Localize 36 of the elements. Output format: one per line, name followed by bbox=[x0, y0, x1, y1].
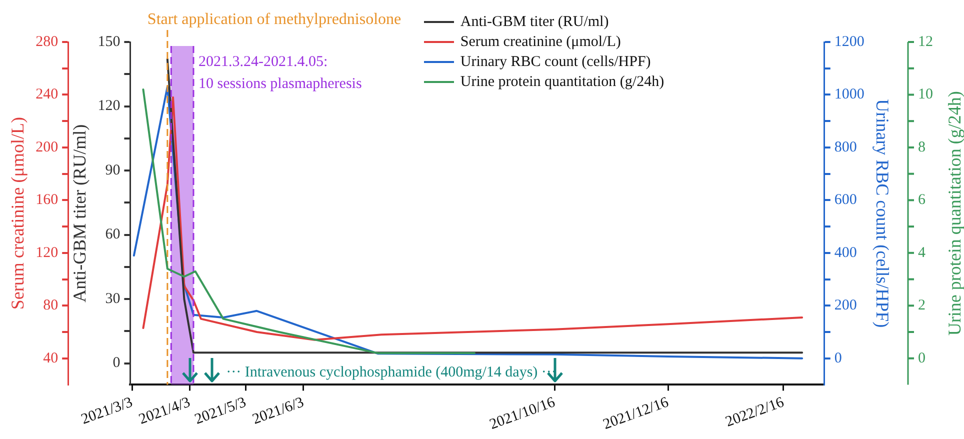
ref-line-label: Start application of methylprednisolone bbox=[147, 11, 402, 28]
y2-tick-label: 80 bbox=[43, 298, 58, 314]
y2-tick-label: 120 bbox=[36, 244, 58, 261]
y-tick-label: 90 bbox=[105, 162, 120, 178]
y3-tick-label: 600 bbox=[834, 192, 857, 208]
y-tick-label: 6 bbox=[918, 192, 926, 208]
y-tick-label: 8 bbox=[918, 139, 926, 156]
y-tick-label: 0 bbox=[112, 355, 120, 372]
y-tick-label: 30 bbox=[105, 290, 120, 307]
y2-axis-title: Serum creatinine (μmol/L) bbox=[8, 117, 28, 310]
y-tick-label: 150 bbox=[98, 34, 120, 50]
y-tick-label: 2 bbox=[918, 298, 926, 314]
y-tick-label: 12 bbox=[918, 34, 933, 50]
y3-tick-label: 1200 bbox=[834, 34, 864, 50]
band-label: 2021.3.24-2021.4.05: 10 sessions plasmapheresis bbox=[198, 54, 362, 92]
y3-tick-label: 200 bbox=[834, 298, 857, 314]
legend-label: Anti-GBM titer (RU/ml) bbox=[460, 13, 609, 32]
y-tick-label: 60 bbox=[105, 226, 120, 243]
legend-label: Serum creatinine (μmol/L) bbox=[460, 33, 621, 52]
y2-tick-label: 200 bbox=[36, 139, 58, 156]
y2-tick-label: 40 bbox=[43, 350, 58, 366]
y3-tick-label: 800 bbox=[834, 139, 857, 156]
y-tick-label: 120 bbox=[98, 98, 120, 114]
y-axis-title: Anti-GBM titer (RU/ml) bbox=[70, 124, 90, 302]
y2-tick-label: 160 bbox=[36, 192, 58, 208]
y3-axis-title: Urinary RBC count (cells/HPF) bbox=[872, 99, 892, 328]
legend-label: Urine protein quantitation (g/24h) bbox=[460, 73, 664, 92]
y-tick-label: 10 bbox=[918, 86, 933, 103]
y-tick-label: 4 bbox=[918, 244, 926, 261]
y3-tick-label: 400 bbox=[834, 244, 857, 261]
y3-tick-label: 0 bbox=[834, 350, 842, 366]
y2-tick-label: 280 bbox=[36, 34, 58, 50]
y2-tick-label: 240 bbox=[36, 86, 58, 103]
legend-label: Urinary RBC count (cells/HPF) bbox=[460, 53, 651, 72]
y-tick-label: 0 bbox=[918, 350, 926, 366]
y3-tick-label: 1000 bbox=[834, 86, 864, 103]
